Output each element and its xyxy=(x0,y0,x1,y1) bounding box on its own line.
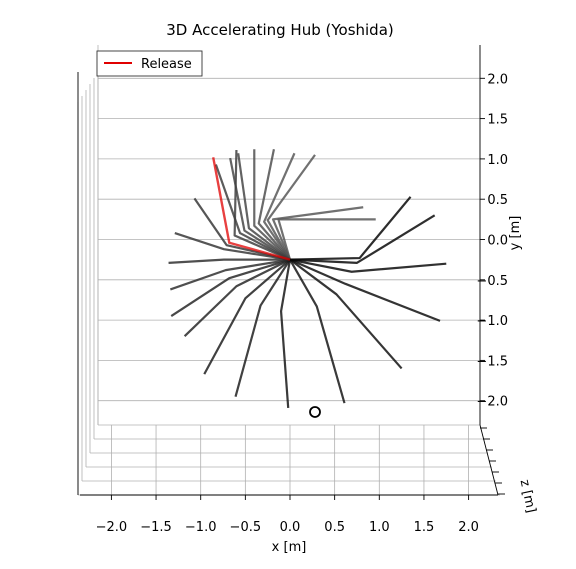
axes-panes xyxy=(77,45,505,496)
x-tick-label: −1.5 xyxy=(140,520,172,535)
x-tick-label: 2.0 xyxy=(458,520,479,535)
x-tick-label: −1.0 xyxy=(185,520,217,535)
y-tick-label: −0.5 xyxy=(476,274,508,289)
arm-frame xyxy=(266,154,316,261)
y-tick-label: 1.5 xyxy=(487,113,508,128)
arm-frame xyxy=(183,258,291,338)
y-tick-label: 0.5 xyxy=(487,193,508,208)
arm-frame xyxy=(170,258,291,317)
y-tick-label: 1.0 xyxy=(487,153,508,168)
arm-frame xyxy=(168,258,290,264)
y-tick-label: −2.0 xyxy=(476,395,508,410)
arm-frame xyxy=(234,259,291,397)
x-tick-label: 1.0 xyxy=(369,520,390,535)
z-axis-label: z [m] xyxy=(517,478,539,514)
x-tick-label: 0.5 xyxy=(324,520,345,535)
arm-frame xyxy=(263,152,296,261)
legend-release-label: Release xyxy=(141,57,192,72)
y-tick-label: −1.5 xyxy=(476,354,508,369)
y-tick-label: 0.0 xyxy=(487,234,508,249)
arm-frame xyxy=(233,150,291,261)
arm-frame xyxy=(289,196,412,261)
x-tick-label: −0.5 xyxy=(230,520,262,535)
end-marker xyxy=(309,406,321,418)
legend-box xyxy=(96,50,203,77)
arm-frame xyxy=(289,258,441,322)
tick-labels: −2.0 −1.5 −1.0 −0.5 0.0 0.5 1.0 1.5 2.0 2.0 1.5 1.0… xyxy=(96,72,508,535)
x-tick-label: −2.0 xyxy=(96,520,128,535)
x-axis-label: x [m] xyxy=(272,540,307,555)
arm-frame xyxy=(174,232,291,261)
arm-frame xyxy=(169,258,291,291)
release-frame xyxy=(212,157,291,261)
y-tick-label: 2.0 xyxy=(487,72,508,87)
chart-title: 3D Accelerating Hub (Yoshida) xyxy=(166,21,394,39)
z-axis-line xyxy=(479,424,499,496)
arm-frame xyxy=(253,149,291,261)
arm-frame xyxy=(289,258,447,273)
legend: Release xyxy=(96,50,203,77)
arm-frame xyxy=(203,258,291,375)
arm-frame xyxy=(257,149,291,261)
arm-frame xyxy=(237,153,291,261)
x-tick-label: 1.5 xyxy=(414,520,435,535)
y-tick-label: −1.0 xyxy=(476,314,508,329)
arm-frame xyxy=(289,258,403,370)
arm-frame xyxy=(289,214,436,264)
x-tick-label: 0.0 xyxy=(280,520,301,535)
arm-frame xyxy=(279,259,292,409)
data-series xyxy=(168,149,447,418)
y-axis-label: y [m] xyxy=(508,216,523,251)
arm-frame xyxy=(271,206,364,261)
arm-frame xyxy=(214,164,291,261)
arm-frame xyxy=(289,259,346,404)
